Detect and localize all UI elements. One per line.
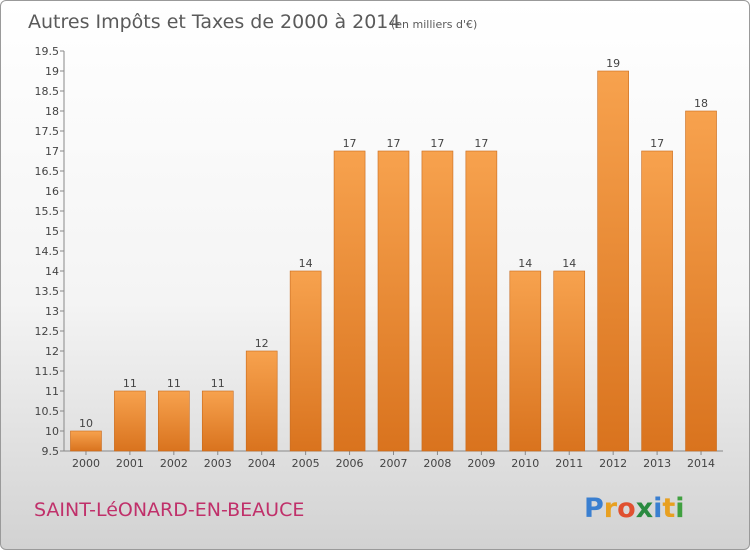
brand-logo-letter: i [675,493,684,524]
x-tick-label: 2010 [511,457,539,470]
bar-value-label: 17 [650,137,664,150]
x-tick-label: 2001 [116,457,144,470]
x-tick-label: 2007 [380,457,408,470]
brand-logo: Proxiti [584,493,685,524]
y-tick-label: 18.5 [35,85,60,98]
y-tick-label: 17.5 [35,125,60,138]
y-tick-label: 11 [45,385,59,398]
y-tick-label: 19 [45,65,59,78]
x-tick-label: 2014 [687,457,715,470]
brand-logo-letter: x [636,493,653,524]
y-tick-label: 10.5 [35,405,60,418]
x-tick-label: 2006 [336,457,364,470]
y-tick-label: 12 [45,345,59,358]
bar [553,270,586,452]
x-tick-label: 2000 [72,457,100,470]
y-tick-label: 11.5 [35,365,60,378]
y-tick-label: 13 [45,305,59,318]
y-tick-label: 10 [45,425,59,438]
bar-value-label: 11 [167,377,181,390]
bar [70,430,102,452]
bars-group: 10 11 11 11 12 14 17 17 17 17 14 14 19 17 18 [70,57,717,452]
x-tick-label: 2004 [248,457,276,470]
bar [333,150,366,452]
bar [641,150,673,452]
x-tick-label: 2005 [292,457,320,470]
chart-title: Autres Impôts et Taxes de 2000 à 2014 [28,11,401,33]
x-tick-label: 2012 [599,457,627,470]
y-tick-label: 14 [45,265,59,278]
x-tick-label: 2013 [643,457,671,470]
bar-value-label: 17 [474,137,488,150]
bar-value-label: 18 [694,97,708,110]
brand-logo-letter: P [584,493,604,524]
y-tick-label: 14.5 [35,245,60,258]
y-tick-label: 12.5 [35,325,60,338]
y-tick-label: 18 [45,105,59,118]
bar [158,390,190,452]
x-tick-label: 2011 [555,457,583,470]
bar [289,270,322,452]
y-tick-label: 9.5 [42,445,60,458]
bar-value-label: 17 [430,137,444,150]
bar-value-label: 19 [606,57,620,70]
x-tick-label: 2009 [467,457,495,470]
bar [597,70,629,452]
brand-logo-letter: o [617,493,636,524]
x-tick-label: 2003 [204,457,232,470]
bar-value-label: 14 [562,257,576,270]
bar-value-label: 14 [299,257,313,270]
bar [685,110,717,452]
bar-value-label: 17 [387,137,401,150]
bar-value-label: 14 [518,257,532,270]
brand-logo-letter: t [662,493,675,524]
bar [421,150,454,452]
y-tick-label: 17 [45,145,59,158]
y-tick-label: 15.5 [35,205,60,218]
bar-value-label: 12 [255,337,269,350]
axes: 9.5 10 10.5 11 11.5 12 12.5 13 13.5 14 14.5 15 15.5 1… [35,45,723,470]
chart-subtitle: (en milliers d'€) [391,18,477,31]
y-tick-label: 16.5 [35,165,60,178]
x-tick-label: 2002 [160,457,188,470]
y-tick-label: 16 [45,185,59,198]
bar [377,150,410,452]
brand-logo-letter: i [653,493,662,524]
bar [245,350,278,452]
brand-logo-letter: r [604,493,618,524]
bar-value-label: 10 [79,417,93,430]
x-tick-label: 2008 [423,457,451,470]
bar-value-label: 11 [123,377,137,390]
bar [465,150,498,452]
commune-name: SAINT-LéONARD-EN-BEAUCE [34,499,304,521]
bar [509,270,542,452]
bar-value-label: 17 [343,137,357,150]
y-tick-label: 19.5 [35,45,60,58]
y-tick-label: 15 [45,225,59,238]
y-tick-label: 13.5 [35,285,60,298]
bar [201,390,234,452]
bar-value-label: 11 [211,377,225,390]
bar [114,390,146,452]
